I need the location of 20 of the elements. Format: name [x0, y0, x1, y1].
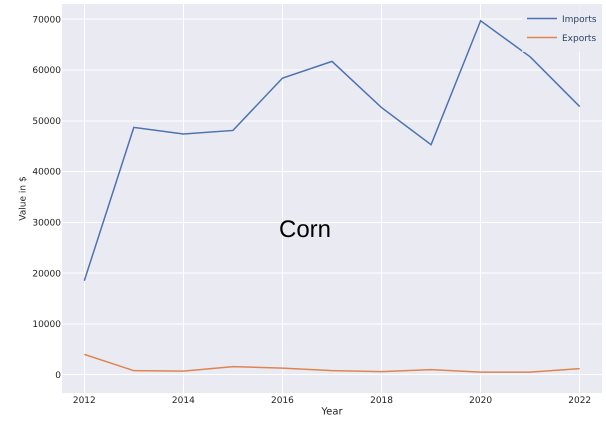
legend-label: Imports [562, 15, 597, 26]
x-tick-label: 2020 [469, 396, 492, 406]
x-tick-label: 2014 [172, 396, 196, 406]
x-tick-label: 2018 [370, 396, 394, 406]
legend-label: Exports [562, 34, 596, 44]
x-tick-label: 2012 [72, 396, 96, 406]
y-tick-label: 10000 [32, 320, 62, 330]
x-axis-title: Year [320, 406, 344, 418]
x-tick-label: 2022 [568, 396, 592, 406]
y-tick-label: 50000 [32, 116, 62, 127]
y-axis-title: Value in $ [18, 176, 29, 221]
y-tick-label: 70000 [32, 15, 62, 26]
y-tick-label: 60000 [32, 66, 62, 76]
y-tick-label: 40000 [32, 168, 62, 178]
annotation: Corn [279, 216, 332, 243]
x-tick-label: 2016 [271, 396, 294, 406]
y-tick-label: 20000 [32, 269, 62, 280]
line-series [84, 354, 580, 373]
y-tick-label: 0 [55, 370, 62, 381]
y-tick-label: 30000 [32, 218, 62, 229]
